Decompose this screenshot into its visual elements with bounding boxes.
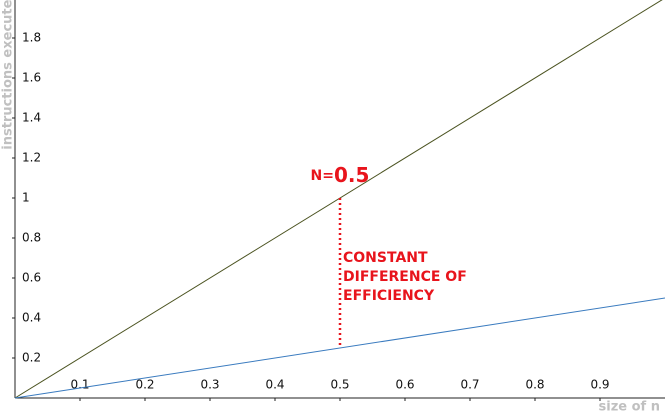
marker-label-prefix: N= — [311, 168, 334, 184]
y-tick-label: 0.6 — [22, 271, 41, 285]
x-tick-label: 0.4 — [265, 378, 284, 392]
x-axis-label: size of n — [599, 400, 660, 415]
y-tick-label: 0.2 — [22, 351, 41, 365]
y-tick-label: 1.6 — [22, 71, 41, 85]
note-line: CONSTANT — [343, 250, 428, 266]
x-tick-label: 0.1 — [70, 378, 89, 392]
x-tick-label: 0.6 — [395, 378, 414, 392]
y-tick-label: 1.4 — [22, 111, 41, 125]
x-tick-label: 0.9 — [590, 378, 609, 392]
y-tick-label: 0.8 — [22, 231, 41, 245]
x-tick-label: 0.5 — [330, 378, 349, 392]
x-tick-label: 0.3 — [200, 378, 219, 392]
y-tick-label: 1 — [22, 191, 30, 205]
x-tick-label: 0.7 — [460, 378, 479, 392]
y-tick-label: 1.8 — [22, 31, 41, 45]
y-axis-label: instructions executed — [1, 0, 16, 150]
y-tick-label: 1.2 — [22, 151, 41, 165]
y-tick-label: 0.4 — [22, 311, 41, 325]
marker-label: N=0.5 — [311, 163, 370, 187]
note-line: EFFICIENCY — [343, 288, 435, 304]
x-tick-label: 0.8 — [525, 378, 544, 392]
series-line — [14, 297, 665, 399]
note-line: DIFFERENCE OF — [343, 269, 467, 285]
x-tick-label: 0.2 — [135, 378, 154, 392]
marker-label-value: 0.5 — [334, 163, 369, 187]
